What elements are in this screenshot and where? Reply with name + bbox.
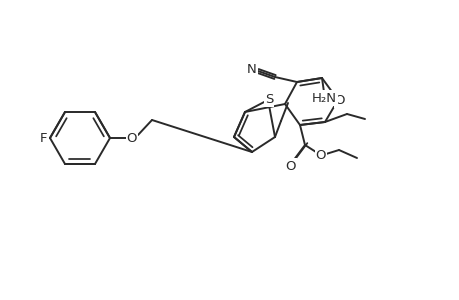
Text: O: O [285, 160, 296, 172]
Text: O: O [334, 94, 345, 106]
Text: O: O [315, 148, 325, 161]
Text: O: O [127, 131, 137, 145]
Text: H₂N: H₂N [311, 92, 336, 104]
Text: S: S [264, 92, 273, 106]
Text: F: F [39, 131, 47, 145]
Text: N: N [246, 62, 256, 76]
